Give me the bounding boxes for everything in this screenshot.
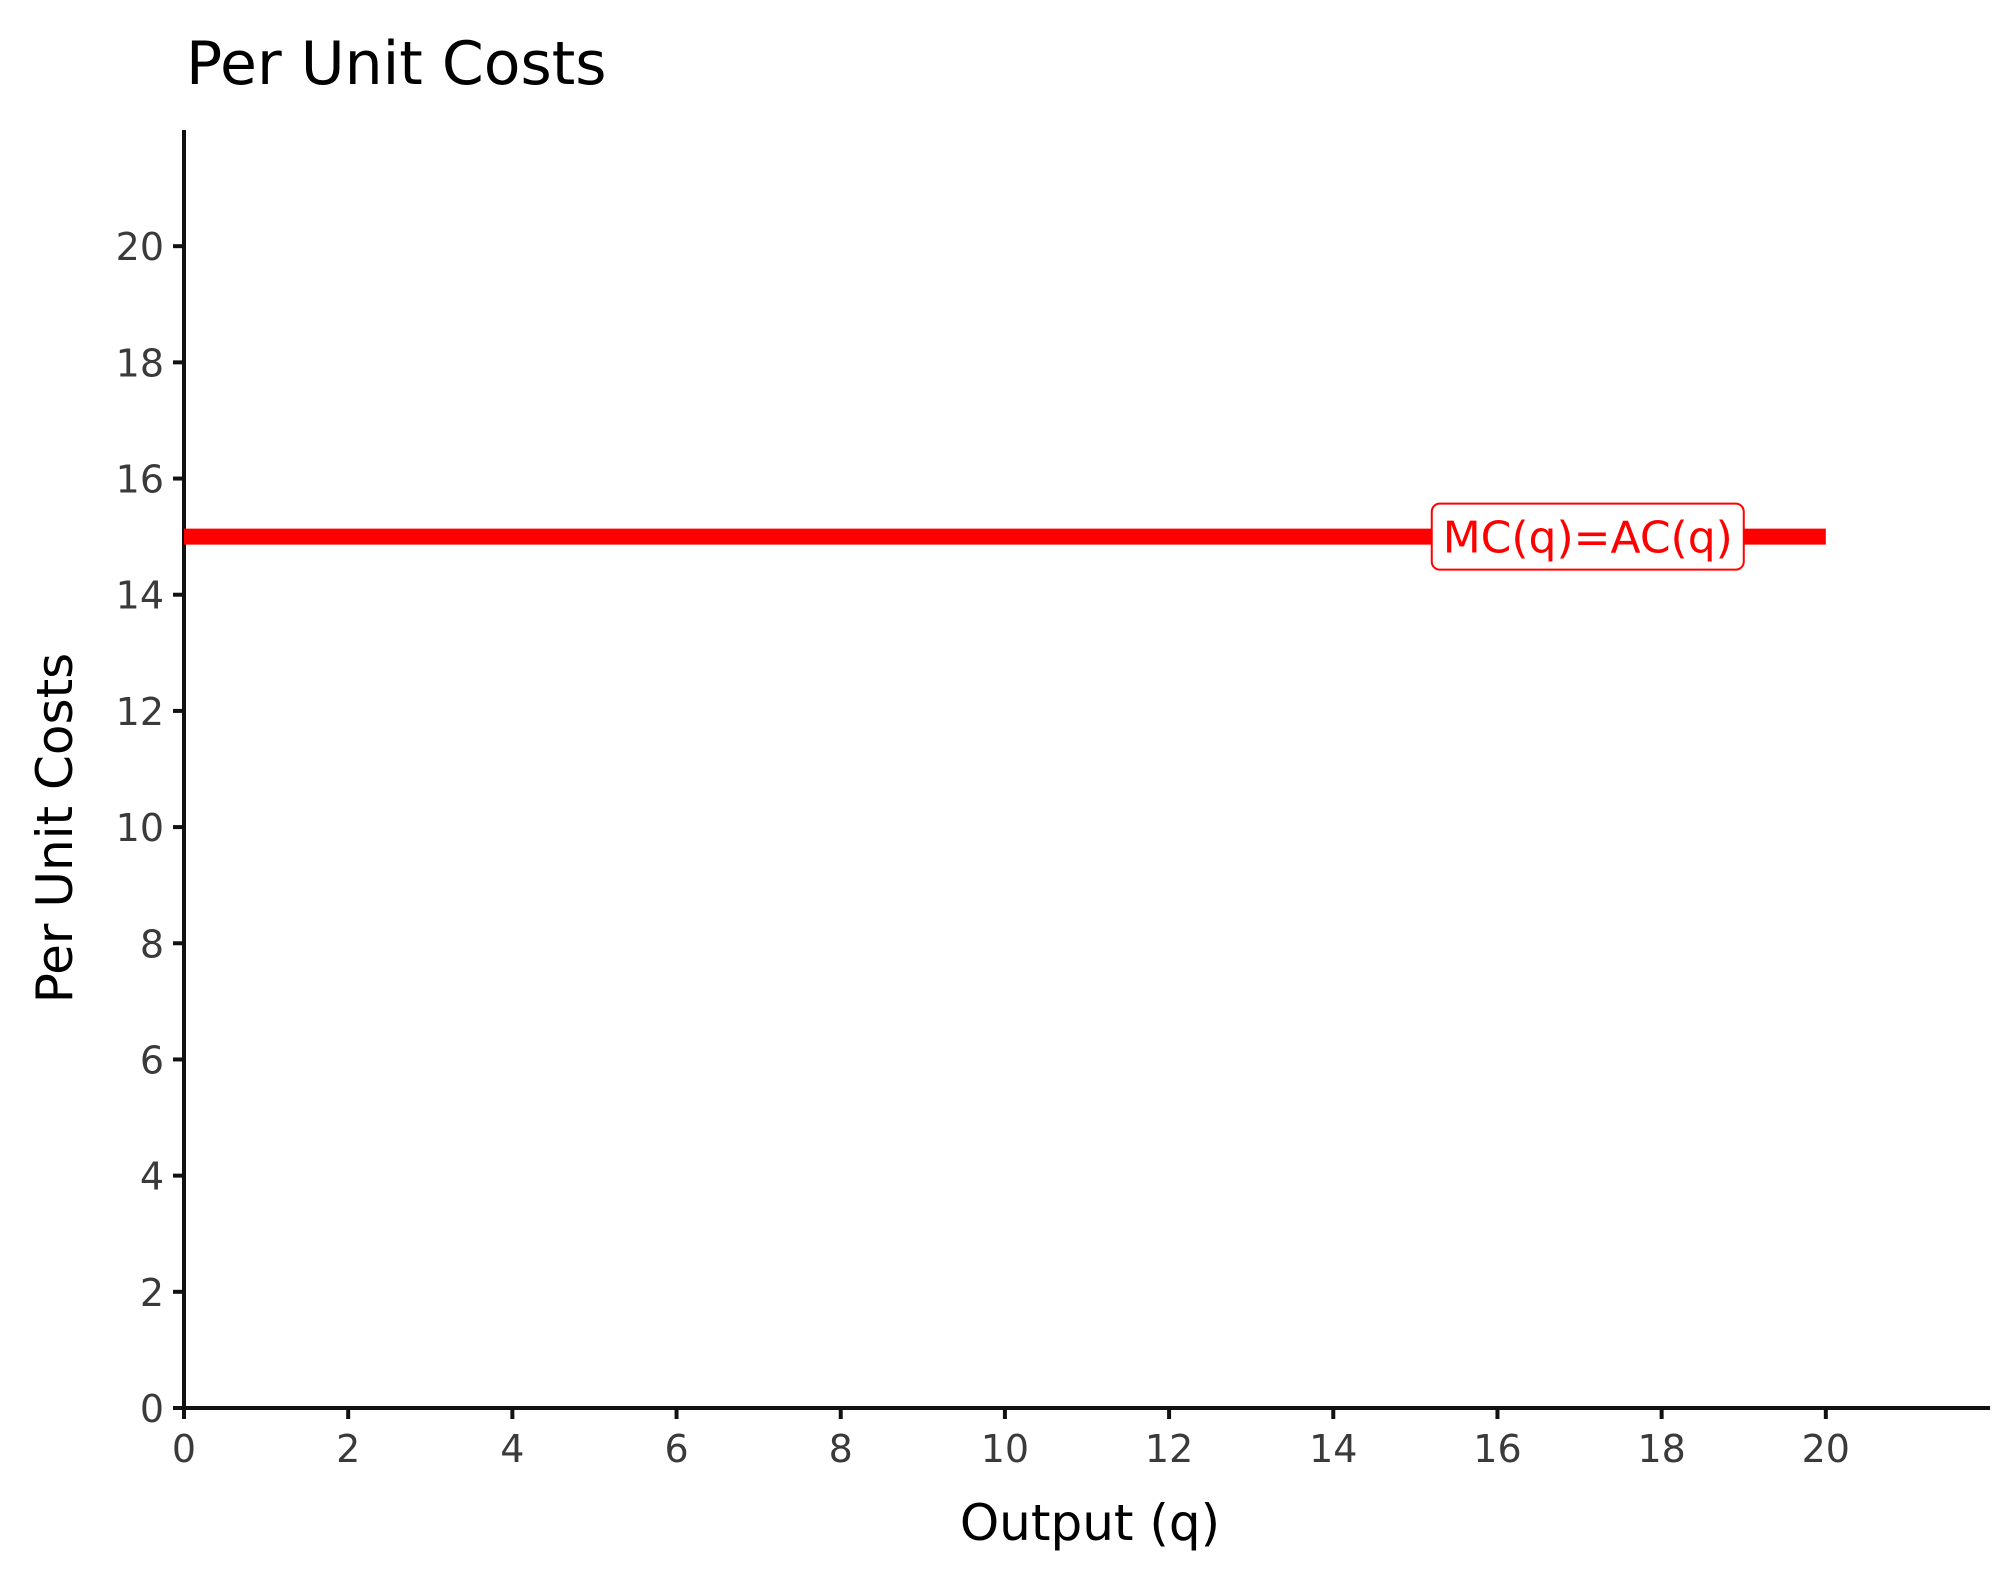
x-tick-label: 18 — [1637, 1427, 1685, 1471]
y-tick-label: 2 — [140, 1271, 164, 1315]
x-tick-label: 2 — [336, 1427, 360, 1471]
y-axis-title: Per Unit Costs — [26, 653, 84, 1003]
chart-title: Per Unit Costs — [186, 29, 607, 99]
y-tick-label: 0 — [140, 1387, 164, 1431]
x-tick-label: 4 — [500, 1427, 524, 1471]
annotation-label-box — [1430, 502, 1745, 571]
y-tick-label: 4 — [140, 1155, 164, 1199]
annotation-label: MC(q)=AC(q) — [1443, 513, 1733, 564]
y-tick-label: 10 — [116, 806, 164, 850]
x-tick-label: 14 — [1309, 1427, 1357, 1471]
x-tick-label: 6 — [664, 1427, 688, 1471]
y-tick-label: 6 — [140, 1038, 164, 1082]
x-tick-label: 8 — [829, 1427, 853, 1471]
x-axis-title: Output (q) — [960, 1494, 1220, 1552]
x-tick-label: 0 — [172, 1427, 196, 1471]
y-tick-label: 14 — [116, 574, 164, 618]
y-tick-label: 18 — [116, 341, 164, 385]
x-tick-label: 20 — [1802, 1427, 1850, 1471]
plot-area: 0 2 4 6 8 10 12 14 16 18 20 0 2 4 6 8 10 12 14 16 18 20 MC(q)=… — [116, 130, 1990, 1471]
y-tick-label: 8 — [140, 922, 164, 966]
y-tick-label: 20 — [116, 225, 164, 269]
x-tick-label: 16 — [1473, 1427, 1521, 1471]
x-tick-label: 12 — [1145, 1427, 1193, 1471]
x-tick-label: 10 — [981, 1427, 1029, 1471]
y-tick-label: 16 — [116, 458, 164, 502]
y-tick-label: 12 — [116, 690, 164, 734]
